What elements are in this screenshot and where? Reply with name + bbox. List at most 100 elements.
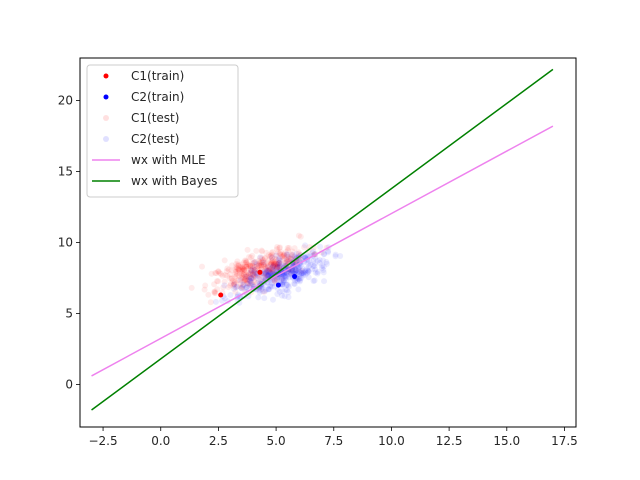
c2-test-point [298,270,305,277]
c1-test-point [261,288,268,295]
c1-test-point [216,270,223,277]
c2-test-point [285,294,292,301]
c1-test-point [298,267,305,274]
c2-test-point [325,249,331,256]
x-tick-label: 10.0 [378,434,405,448]
c2-train-legend-label: C2(train) [131,90,184,104]
c1-test-point [232,266,239,273]
c1-test-point [241,269,248,276]
c1-test-point [262,265,269,272]
c1-test-point [234,277,241,284]
c2-test-point [265,286,272,292]
c1-test-point [245,271,252,278]
c1-test-point [244,277,251,284]
c1-test-point [239,267,246,274]
c2-test-point [264,272,271,279]
c1-test-legend-label: C1(test) [131,111,179,125]
c1-test-point [214,286,221,293]
c1-test-point [224,272,231,279]
c2-test-point [305,268,312,275]
c2-test-point [295,265,302,272]
c1-test-point [276,244,283,251]
c2-test-point [237,277,244,284]
c2-test-point [279,275,286,282]
c1-test-point [231,278,238,285]
c1-test-point [272,261,279,268]
c1-test-point [268,250,275,257]
c1-test-point [202,282,209,289]
x-tick-label: 0.0 [151,434,170,448]
wx-with-bayes-line [91,68,554,411]
c1-test-point [222,272,229,279]
c2-test-point [248,279,255,286]
c2-test-point [268,254,275,261]
c1-test-point [238,275,245,282]
c1-test-point [255,275,262,282]
c2-test-point [247,270,254,277]
c1-test-point [249,252,256,259]
c1-test-point [231,273,238,280]
c1-test-point [261,255,268,262]
c2-test-point [290,268,297,275]
c1-test-point [257,259,264,266]
c1-test-point [245,276,252,283]
c2-test-point [306,258,313,265]
c2-test-point [265,272,272,279]
c2-test-point [301,254,308,261]
c1-test-point [207,299,214,306]
c2-test-point [240,282,247,289]
c1-test-point [247,263,254,270]
c1-test-point [268,260,275,267]
c2-test-point [283,282,290,289]
c2-test-point [320,269,327,276]
c2-test-point [299,267,306,274]
c1-test-point [239,264,246,271]
c1-test-point [219,272,226,279]
c1-test-point [265,252,272,259]
c2-test-point [264,272,271,279]
c2-test-point [283,272,290,279]
c1-test-point [240,266,247,273]
c2-test-point [231,281,238,288]
c1-test-point [284,256,291,263]
c2-test-point [233,283,240,290]
c1-test-point [251,263,258,270]
c2-test-point [305,267,312,274]
c1-test-point [266,267,273,274]
c2-test-point [261,295,268,302]
c2-test-point [289,268,296,275]
c2-test-point [279,281,286,288]
c2-test-point [302,242,309,249]
c1-test-point [201,286,208,293]
c1-test-point [228,275,235,282]
c1-test-point [264,263,271,270]
c1-test-point [239,283,246,290]
c1-test-point [230,280,237,287]
c1-test-point [270,261,277,268]
c1-test-point [270,263,277,270]
c1-test-point [258,259,265,266]
c2-test-point [255,279,262,286]
c1-test-point [273,265,280,272]
c1-test-point [285,254,292,261]
c2-test-point [260,259,267,266]
c1-test-point [227,282,234,289]
c2-test-point [296,275,303,282]
c1-test-point [218,270,225,277]
c1-test-point [275,260,282,267]
c1-test-point [281,251,288,258]
c1-test-point [264,262,271,269]
c1-test-point [233,272,240,279]
c2-test-point [316,256,323,263]
c2-test-point [276,257,283,264]
c1-test-point [271,278,278,285]
c2-test-point [296,278,303,285]
c1-test-point [259,248,266,255]
c1-test-point [236,267,243,274]
c1-test-point [240,278,247,285]
c1-test-point [224,265,231,272]
c1-test-point [249,275,256,282]
c2-test-point [295,276,302,283]
c1-test-point [221,257,228,264]
c1-test-point [263,273,270,280]
